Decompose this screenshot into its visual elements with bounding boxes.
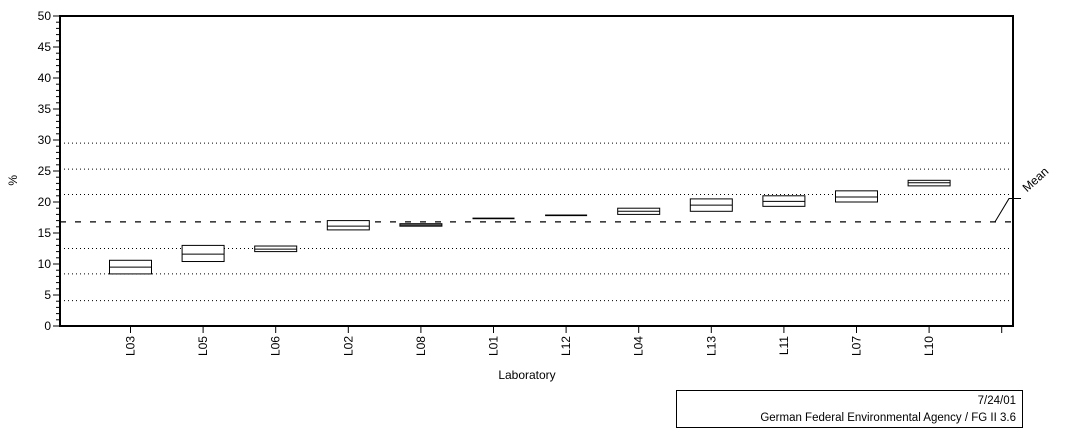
- y-tick-label: 45: [38, 40, 52, 54]
- x-tick-label: L10: [922, 336, 936, 356]
- x-tick-label: L01: [487, 336, 501, 356]
- box-L03: [110, 260, 152, 274]
- box-rect: [473, 218, 515, 220]
- x-tick-label: L08: [414, 336, 428, 356]
- x-tick-label: L04: [632, 336, 646, 356]
- y-tick-label: 0: [44, 319, 51, 333]
- box-rect: [545, 215, 587, 217]
- x-axis: L03 L05 L06 L02 L08 L01 L12 L04 L13 L11 L07 L10: [124, 326, 1002, 356]
- box-L04: [618, 208, 660, 214]
- y-axis: 0 5 10 15 20 25 30 35 40 45 50: [38, 9, 60, 333]
- x-tick-label: L12: [559, 336, 573, 356]
- y-tick-label: 10: [38, 257, 52, 271]
- y-tick-label: 20: [38, 195, 52, 209]
- box-L06: [255, 246, 297, 252]
- x-tick-label: L07: [850, 336, 864, 356]
- footer-date: 7/24/01: [978, 393, 1016, 410]
- x-tick-label: L02: [341, 336, 355, 356]
- box-L12: [545, 215, 587, 217]
- box-rect: [327, 221, 369, 230]
- box-L13: [690, 199, 732, 211]
- box-L05: [182, 245, 224, 261]
- y-axis-label: %: [6, 175, 20, 186]
- y-tick-label: 25: [38, 164, 52, 178]
- footer-organization: German Federal Environmental Agency / FG…: [760, 410, 1016, 427]
- box-L10: [908, 180, 950, 186]
- x-tick-label: L03: [124, 336, 138, 356]
- box-L07: [836, 191, 878, 202]
- x-tick-label: L11: [777, 336, 791, 355]
- box-rect: [836, 191, 878, 202]
- y-tick-label: 15: [38, 226, 52, 240]
- mean-leader-line: [995, 199, 1021, 222]
- box-L08: [400, 224, 442, 226]
- box-L02: [327, 221, 369, 230]
- plot-frame: [60, 16, 1013, 326]
- x-tick-label: L05: [196, 336, 210, 356]
- y-tick-label: 40: [38, 71, 52, 85]
- mean-marker: Mean: [995, 164, 1051, 222]
- y-tick-label: 5: [44, 288, 51, 302]
- mean-label: Mean: [1020, 164, 1052, 194]
- x-tick-label: L06: [269, 336, 283, 356]
- y-tick-label: 50: [38, 9, 52, 23]
- y-tick-label: 30: [38, 133, 52, 147]
- footer-box: 7/24/01 German Federal Environmental Age…: [676, 390, 1023, 428]
- box-rect: [182, 245, 224, 261]
- box-L11: [763, 196, 805, 207]
- y-tick-label: 35: [38, 102, 52, 116]
- box-L01: [473, 218, 515, 220]
- x-tick-label: L13: [704, 336, 718, 356]
- x-axis-label: Laboratory: [498, 368, 555, 382]
